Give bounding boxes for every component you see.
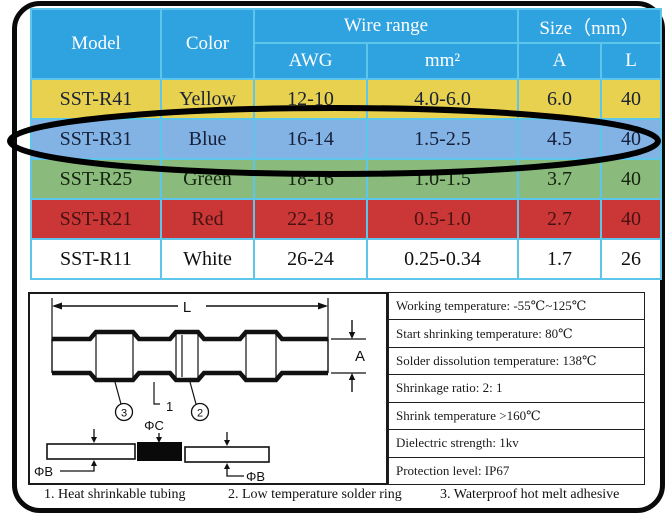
col-header-l: L [600,42,662,80]
legend-heat-shrinkable-tubing: 1. Heat shrinkable tubing [44,487,186,502]
cell-color: Yellow [160,78,255,120]
arrowhead-right [318,302,328,310]
tube-bottom-outline [52,370,328,383]
cell-a: 1.7 [517,238,602,280]
callout-circle-2 [190,402,210,422]
col-header-mm2: mm² [366,42,519,80]
legend-solder-ring: 2. Low temperature solder ring [228,487,402,502]
cell-model: SST-R25 [30,158,162,200]
legend-hot-melt-adhesive: 3. Waterproof hot melt adhesive [440,487,620,502]
wire-right [184,446,270,463]
cell-awg: 16-14 [253,118,368,160]
phi-b-right-label: ΦB [246,469,265,483]
connector-drawing: L A 3 1 [34,298,366,484]
cell-color: White [160,238,255,280]
wire-connector-table: Model Color Wire range Size（mm） AWG mm² … [30,8,662,280]
spec-list: Working temperature: -55℃~125℃ Start shr… [388,292,645,485]
table-row-sst-r25: SST-R25 Green 18-16 1.0-1.5 3.7 40 [30,158,662,200]
cell-mm2: 0.25-0.34 [366,238,519,280]
spec-working-temperature: Working temperature: -55℃~125℃ [388,292,645,321]
cell-color: Green [160,158,255,200]
cell-a: 6.0 [517,78,602,120]
cell-color: Red [160,198,255,240]
col-header-a: A [517,42,602,80]
cell-l: 40 [600,78,662,120]
spec-start-shrinking-temperature: Start shrinking temperature: 80℃ [388,319,645,348]
arrowhead-down [348,332,356,339]
spec-shrinkage-ratio: Shrinkage ratio: 2: 1 [388,374,645,403]
arrowhead-up [348,373,356,380]
parts-legend: 1. Heat shrinkable tubing 2. Low tempera… [0,487,672,509]
table-row-sst-r21: SST-R21 Red 22-18 0.5-1.0 2.7 40 [30,198,662,240]
phi-c-label: ΦC [144,418,164,433]
dim-length-label: L [183,299,191,316]
phi-b-left-label: ΦB [34,464,53,479]
cell-l: 40 [600,158,662,200]
cell-l: 26 [600,238,662,280]
cell-l: 40 [600,118,662,160]
cell-model: SST-R41 [30,78,162,120]
cell-model: SST-R21 [30,198,162,240]
spec-protection-level: Protection level: IP67 [388,456,645,485]
col-header-color: Color [160,8,255,80]
callout-3-label: 3 [121,408,127,420]
col-header-size-mm: Size（mm） [517,8,662,44]
table-row-sst-r41: SST-R41 Yellow 12-10 4.0-6.0 6.0 40 [30,78,662,120]
cell-mm2: 1.5-2.5 [366,118,519,160]
connector-diagram: L A 3 1 [28,292,388,485]
table-row-sst-r11: SST-R11 White 26-24 0.25-0.34 1.7 26 [30,238,662,280]
cell-awg: 18-16 [253,158,368,200]
cell-model: SST-R11 [30,238,162,280]
callout-1-label: 1 [166,399,173,414]
wire-left [46,443,136,460]
cell-awg: 22-18 [253,198,368,240]
cell-model: SST-R31 [30,118,162,160]
solder-sleeve [137,442,182,461]
spec-shrink-temperature: Shrink temperature >160℃ [388,401,645,431]
cell-mm2: 4.0-6.0 [366,78,519,120]
dim-height-label: A [355,348,365,365]
col-header-model: Model [30,8,162,80]
arrowhead-left [52,302,62,310]
cell-l: 40 [600,198,662,240]
cell-a: 4.5 [517,118,602,160]
cell-a: 2.7 [517,198,602,240]
spec-dielectric-strength: Dielectric strength: 1kv [388,429,645,458]
cell-a: 3.7 [517,158,602,200]
spec-solder-dissolution-temperature: Solder dissolution temperature: 138℃ [388,346,645,376]
cell-mm2: 1.0-1.5 [366,158,519,200]
table-row-sst-r31: SST-R31 Blue 16-14 1.5-2.5 4.5 40 [30,118,662,160]
col-header-awg: AWG [253,42,368,80]
cell-awg: 26-24 [253,238,368,280]
callout-2-label: 2 [197,408,203,420]
tube-top-outline [52,329,328,342]
col-header-wire-range: Wire range [253,8,519,44]
cell-color: Blue [160,118,255,160]
cell-mm2: 0.5-1.0 [366,198,519,240]
cell-awg: 12-10 [253,78,368,120]
callout-circle-3 [114,402,134,422]
